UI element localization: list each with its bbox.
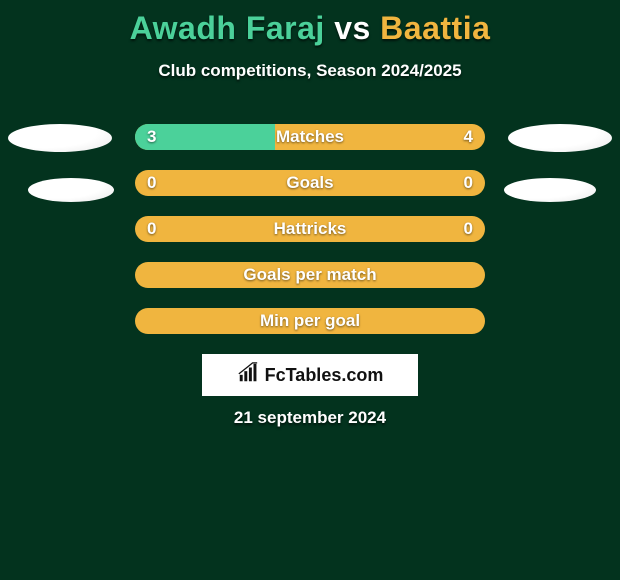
page-title: Awadh Faraj vs Baattia xyxy=(0,0,620,47)
stat-value-right: 4 xyxy=(464,124,473,150)
stat-value-right: 0 xyxy=(464,216,473,242)
player-a-avatar-2 xyxy=(28,178,114,202)
stat-row-gpm: Goals per match xyxy=(135,262,485,288)
player-b-avatar-2 xyxy=(504,178,596,202)
stat-label: Matches xyxy=(135,124,485,150)
stat-row-hattricks: Hattricks0 0 xyxy=(135,216,485,242)
stat-label: Goals per match xyxy=(135,262,485,288)
vs-separator: vs xyxy=(334,10,371,46)
brand-text: FcTables.com xyxy=(265,365,384,386)
player-b-name: Baattia xyxy=(380,10,490,46)
stat-label: Min per goal xyxy=(135,308,485,334)
comparison-card: Awadh Faraj vs Baattia Club competitions… xyxy=(0,0,620,580)
stat-rows: Matches34Goals00Hattricks00Goals per mat… xyxy=(135,124,485,354)
subtitle: Club competitions, Season 2024/2025 xyxy=(0,61,620,81)
stat-value-left: 3 xyxy=(147,124,156,150)
stat-row-matches: Matches3 4 xyxy=(135,124,485,150)
brand-badge: FcTables.com xyxy=(202,354,418,396)
stat-row-goals: Goals0 0 xyxy=(135,170,485,196)
player-a-name: Awadh Faraj xyxy=(130,10,325,46)
stat-label: Goals xyxy=(135,170,485,196)
player-b-avatar-1 xyxy=(508,124,612,152)
stat-value-right: 0 xyxy=(464,170,473,196)
player-a-avatar-1 xyxy=(8,124,112,152)
stat-label: Hattricks xyxy=(135,216,485,242)
stat-value-left: 0 xyxy=(147,216,156,242)
stat-row-mpg: Min per goal xyxy=(135,308,485,334)
datestamp: 21 september 2024 xyxy=(0,408,620,428)
bar-chart-icon xyxy=(237,362,259,389)
stat-value-left: 0 xyxy=(147,170,156,196)
